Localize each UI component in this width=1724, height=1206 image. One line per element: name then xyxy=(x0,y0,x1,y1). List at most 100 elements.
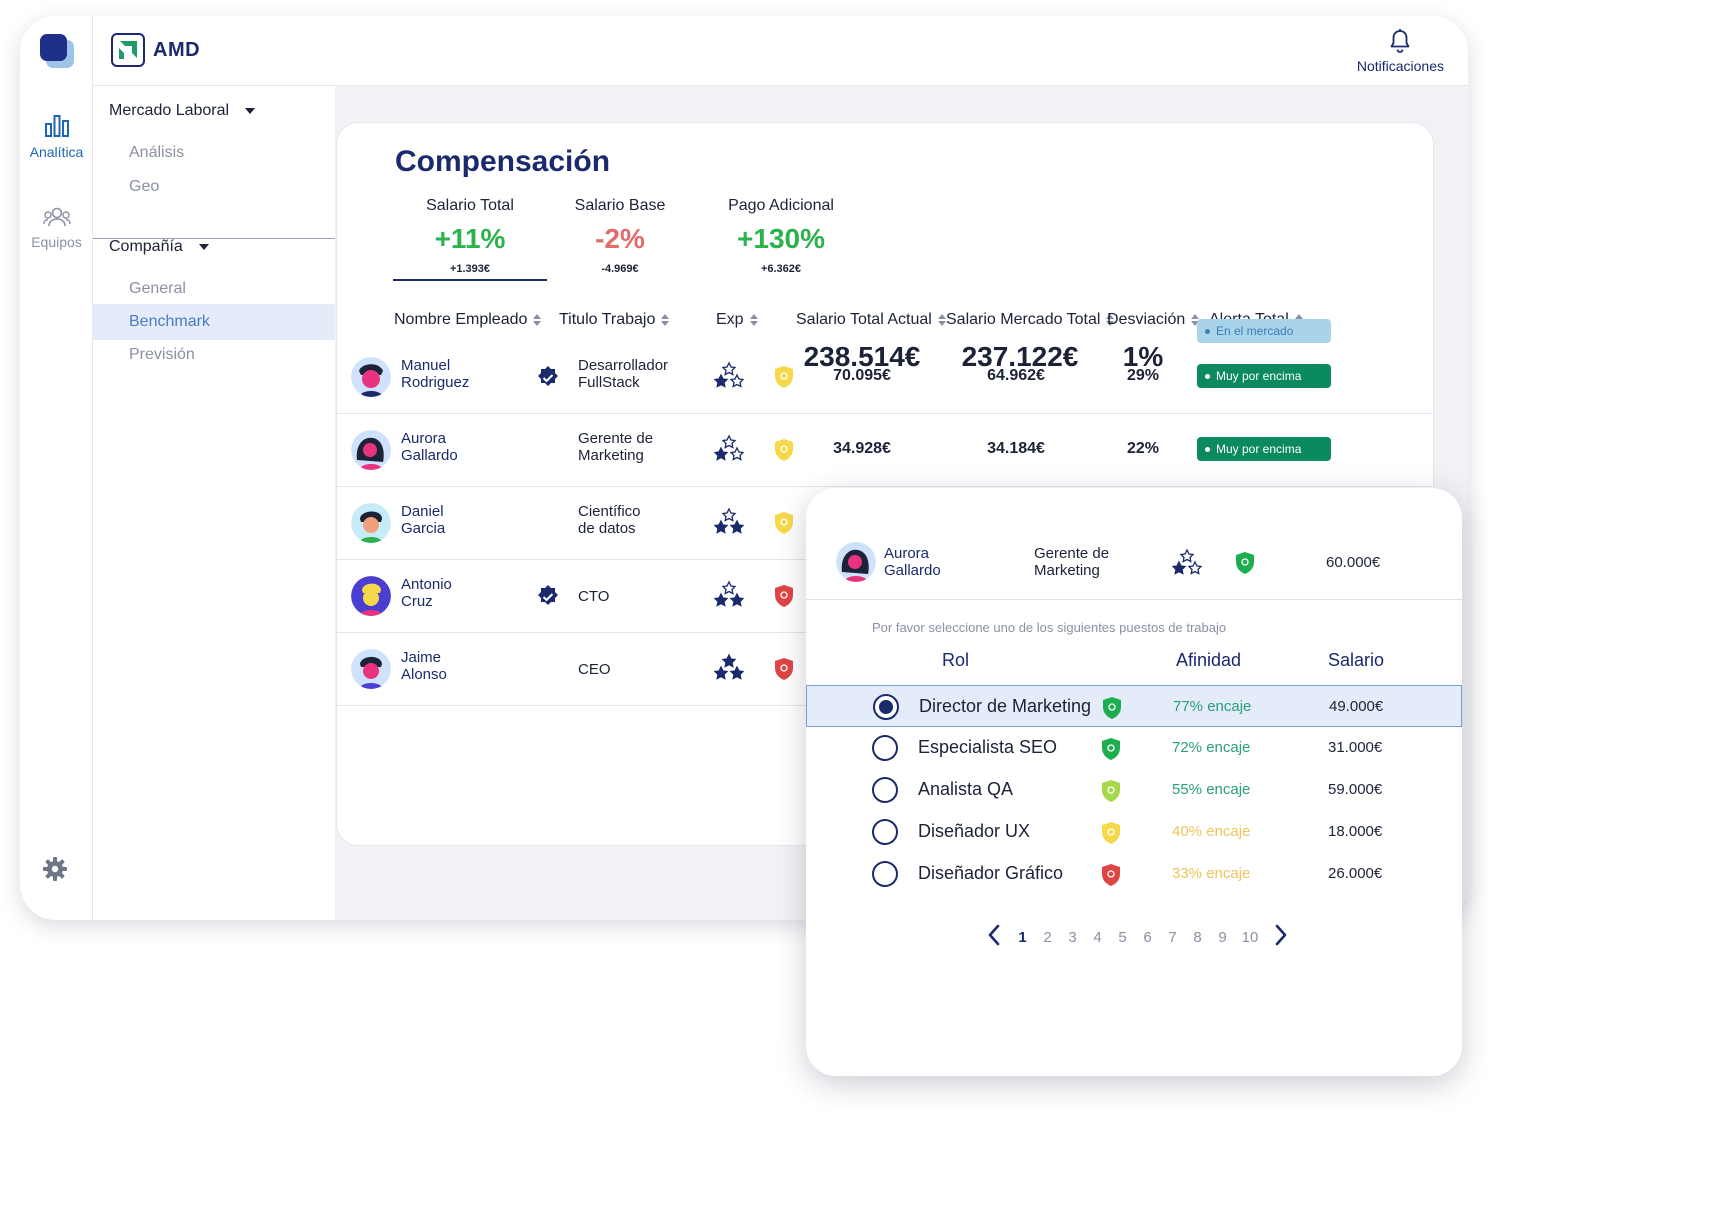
employee-name[interactable]: Jaime Alonso xyxy=(401,649,521,683)
verified-badge-icon xyxy=(538,366,558,386)
total-alert-badge: En el mercado xyxy=(1197,319,1331,343)
col-header-desviacion[interactable]: Desviación xyxy=(1107,311,1200,329)
rail-item-analytics[interactable]: Analítica xyxy=(20,114,93,160)
option-fit: 40% encaje xyxy=(1172,823,1251,840)
job-line: CEO xyxy=(578,661,611,678)
radio-unselected[interactable] xyxy=(872,861,898,887)
menu-item-prevision[interactable]: Previsión xyxy=(129,346,195,363)
job-line: FullStack xyxy=(578,374,640,391)
col-header-titulo[interactable]: Titulo Trabajo xyxy=(559,311,670,329)
option-role: Especialista SEO xyxy=(918,737,1058,757)
job-option[interactable]: Diseñador UX 40% encaje 18.000€ xyxy=(806,811,1462,853)
job-option[interactable]: Director de Marketing 77% encaje 49.000€ xyxy=(806,685,1462,727)
notifications-button[interactable]: Notificaciones xyxy=(1357,28,1444,74)
radio-selected[interactable] xyxy=(873,694,899,720)
col-header-exp[interactable]: Exp xyxy=(716,311,758,329)
kpi-amount: +1.393€ xyxy=(449,263,491,275)
avatar xyxy=(351,576,391,616)
rail-item-teams[interactable]: Equipos xyxy=(20,206,93,250)
salario-actual: 34.928€ xyxy=(833,440,891,457)
salario-mercado: 34.184€ xyxy=(987,440,1045,457)
option-role: Diseñador Gráfico xyxy=(918,863,1064,883)
page-button-1[interactable]: 1 xyxy=(1018,929,1027,946)
job-option[interactable]: Analista QA 55% encaje 59.000€ xyxy=(806,769,1462,811)
radio-unselected[interactable] xyxy=(872,819,898,845)
kpi-amount: +6.362€ xyxy=(760,263,802,275)
sort-icon xyxy=(1191,314,1200,326)
caret-down-icon xyxy=(245,108,256,114)
bar-chart-icon xyxy=(44,115,69,137)
next-page-button[interactable] xyxy=(1265,924,1297,951)
avatar xyxy=(351,503,391,543)
rail-teams-label: Equipos xyxy=(31,234,82,250)
first-name: Aurora xyxy=(884,545,930,562)
employee-name[interactable]: Aurora Gallardo xyxy=(401,430,521,464)
menu-item-analisis[interactable]: Análisis xyxy=(129,144,185,161)
col-header-salario-actual[interactable]: Salario Total Actual xyxy=(796,311,946,329)
table-row[interactable]: Aurora Gallardo Gerente de Marketing 34.92… xyxy=(337,414,1433,487)
sort-icon xyxy=(937,314,946,326)
page-button-7[interactable]: 7 xyxy=(1168,929,1177,946)
page-button-5[interactable]: 5 xyxy=(1118,929,1127,946)
desviacion: 29% xyxy=(1126,367,1160,384)
page-button-10[interactable]: 10 xyxy=(1241,929,1259,946)
job-option[interactable]: Especialista SEO 72% encaje 31.000€ xyxy=(806,727,1462,769)
menu-section-label: Compañía xyxy=(109,238,183,255)
option-fit: 77% encaje xyxy=(1173,698,1252,715)
prev-page-button[interactable] xyxy=(978,924,1010,951)
menu-section-mercado-laboral[interactable]: Mercado Laboral xyxy=(109,102,256,120)
col-header-rol: Rol xyxy=(942,650,970,670)
popup-instruction: Por favor seleccione uno de los siguient… xyxy=(872,620,1227,635)
kpi-salario-total[interactable]: Salario Total +11% +1.393€ xyxy=(393,197,547,281)
menu-section-compania[interactable]: Compañía xyxy=(109,238,209,256)
menu-section-label: Mercado Laboral xyxy=(109,102,230,119)
radio-unselected[interactable] xyxy=(872,735,898,761)
col-header-afinidad: Afinidad xyxy=(1176,650,1242,670)
job-option[interactable]: Diseñador Gráfico 33% encaje 26.000€ xyxy=(806,853,1462,895)
first-name: Daniel xyxy=(401,503,444,520)
rail-analytics-label: Analítica xyxy=(29,144,84,160)
kpi-salario-base[interactable]: Salario Base -2% -4.969€ xyxy=(543,197,697,275)
red-shield-icon xyxy=(775,658,793,680)
experience-stars-icon xyxy=(714,653,744,680)
total-salario-actual: 238.514€ xyxy=(803,341,921,372)
settings-gear-icon[interactable] xyxy=(42,856,68,882)
col-header-nombre[interactable]: Nombre Empleado xyxy=(394,311,542,329)
kpi-percent: +130% xyxy=(737,223,825,254)
job-line: Marketing xyxy=(578,447,644,464)
option-salary: 26.000€ xyxy=(1328,865,1383,882)
green-shield-icon xyxy=(1236,552,1254,574)
avatar xyxy=(351,649,391,689)
brand[interactable]: AMD xyxy=(111,33,200,67)
employee-name[interactable]: Manuel Rodriguez xyxy=(401,357,521,391)
col-header-salario-mercado[interactable]: Salario Mercado Total xyxy=(946,311,1115,329)
team-icon xyxy=(42,207,71,227)
radio-unselected[interactable] xyxy=(872,777,898,803)
col-header-label: Nombre Empleado xyxy=(394,311,528,328)
last-name: Gallardo xyxy=(401,447,458,464)
job-line: Gerente de xyxy=(1034,545,1110,562)
menu-item-geo[interactable]: Geo xyxy=(129,178,160,195)
employee-name[interactable]: Daniel Garcia xyxy=(401,503,521,537)
option-salary: 59.000€ xyxy=(1328,781,1383,798)
total-salario-mercado: 237.122€ xyxy=(961,341,1079,372)
page-button-4[interactable]: 4 xyxy=(1093,929,1102,946)
page-button-8[interactable]: 8 xyxy=(1193,929,1202,946)
page-button-2[interactable]: 2 xyxy=(1043,929,1052,946)
job-line: Marketing xyxy=(1034,562,1100,579)
menu-item-benchmark[interactable]: Benchmark xyxy=(93,304,335,340)
option-salary: 49.000€ xyxy=(1329,698,1384,715)
option-fit: 72% encaje xyxy=(1172,739,1251,756)
job-title: CEO xyxy=(578,661,708,678)
page-button-6[interactable]: 6 xyxy=(1143,929,1152,946)
page-button-3[interactable]: 3 xyxy=(1068,929,1077,946)
table-row[interactable]: Manuel Rodriguez Desarrollador FullStack 7… xyxy=(337,341,1433,414)
card-title: Compensación xyxy=(395,145,611,178)
menu-item-general[interactable]: General xyxy=(129,280,186,297)
kpi-pago-adicional[interactable]: Pago Adicional +130% +6.362€ xyxy=(704,197,858,275)
option-fit: 33% encaje xyxy=(1172,865,1251,882)
experience-stars-icon xyxy=(714,434,744,461)
caret-down-icon xyxy=(198,244,209,250)
page-button-9[interactable]: 9 xyxy=(1218,929,1227,946)
employee-name[interactable]: Antonio Cruz xyxy=(401,576,521,610)
